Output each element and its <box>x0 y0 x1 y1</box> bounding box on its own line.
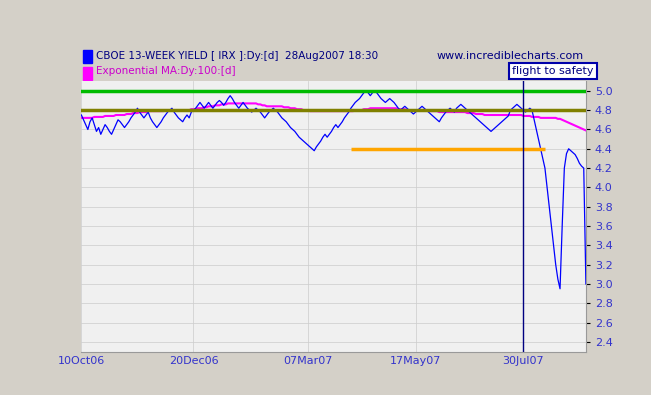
Text: CBOE 13-WEEK YIELD [ IRX ]:Dy:[d]  28Aug2007 18:30: CBOE 13-WEEK YIELD [ IRX ]:Dy:[d] 28Aug2… <box>96 51 378 61</box>
Text: Exponential MA:Dy:100:[d]: Exponential MA:Dy:100:[d] <box>96 66 235 76</box>
Bar <box>83 50 92 62</box>
Text: www.incrediblecharts.com: www.incrediblecharts.com <box>436 51 583 61</box>
Text: flight to safety: flight to safety <box>512 66 594 76</box>
Bar <box>83 67 92 79</box>
